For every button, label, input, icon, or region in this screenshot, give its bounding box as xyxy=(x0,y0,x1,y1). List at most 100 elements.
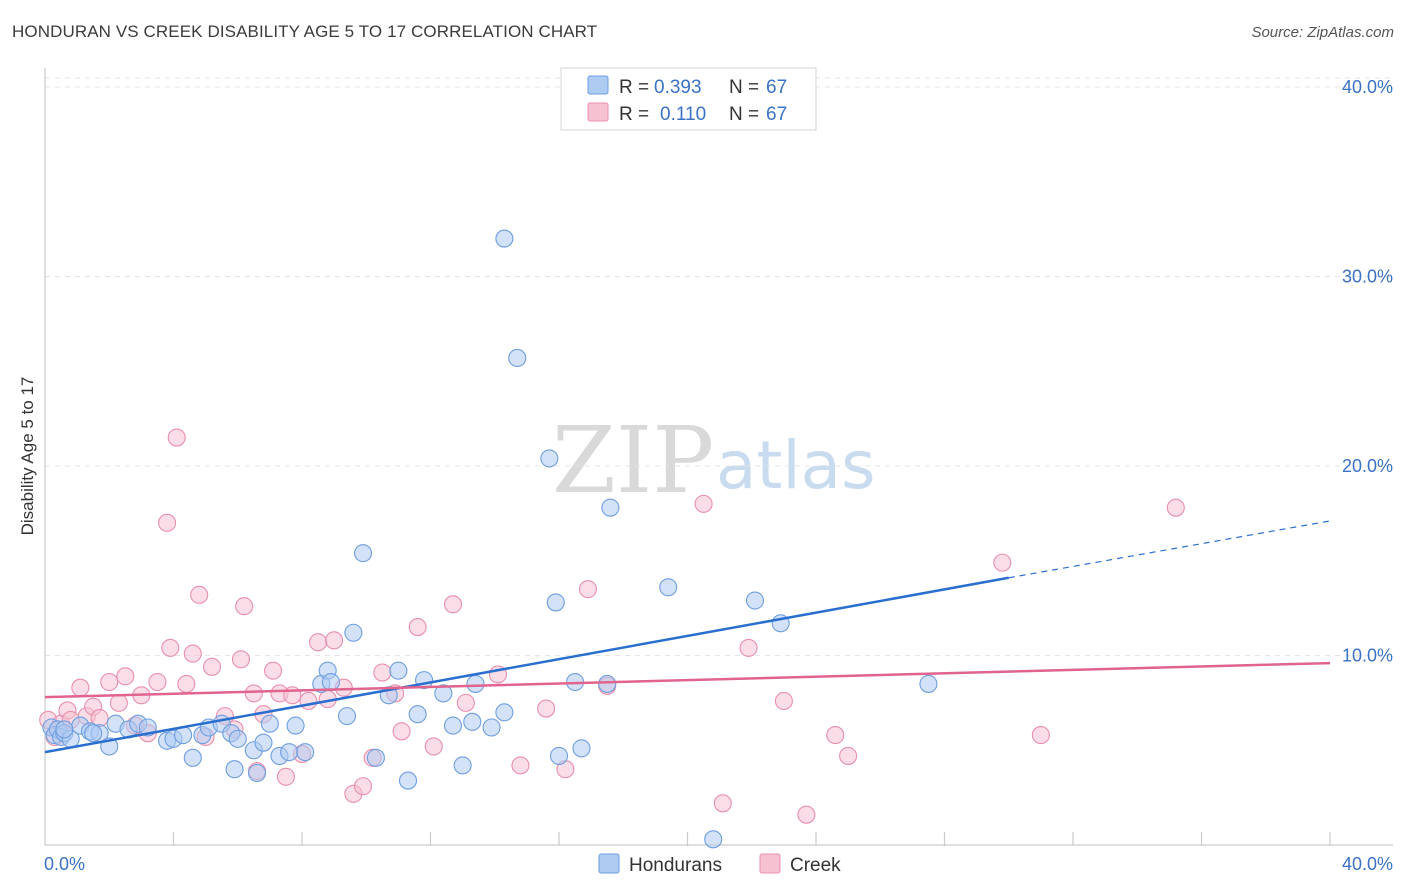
creek-point xyxy=(578,580,597,599)
x-tick-label-max: 40.0% xyxy=(1342,854,1393,874)
hondurans-point xyxy=(296,743,315,762)
hondurans-point xyxy=(443,716,463,735)
hondurans-point xyxy=(495,703,514,722)
hondurans-point xyxy=(508,348,527,368)
hondurans-point xyxy=(659,578,678,597)
creek-point xyxy=(443,595,463,614)
hondurans-point xyxy=(434,684,453,703)
legend-swatch-hondurans xyxy=(587,75,609,95)
creek-point xyxy=(392,722,411,741)
y-tick-label: 20.0% xyxy=(1342,456,1393,476)
legend-r-value-2: 0.110 xyxy=(660,104,706,125)
creek-point xyxy=(177,674,196,693)
source-label: Source: ZipAtlas.com xyxy=(1251,24,1394,41)
legend-r-label-1: R = xyxy=(619,77,649,98)
creek-point xyxy=(264,661,283,680)
legend-n-label-1: N = xyxy=(729,77,759,98)
creek-point xyxy=(109,693,128,712)
hondurans-point xyxy=(254,733,273,752)
hondurans-point xyxy=(398,771,418,790)
legend-n-label-2: N = xyxy=(729,104,759,125)
hondurans-trend-line xyxy=(44,576,1009,754)
trend-lines xyxy=(44,520,1331,754)
creek-point xyxy=(694,494,713,513)
hondurans-point xyxy=(466,674,485,693)
hondurans-point xyxy=(225,760,244,779)
creek-point xyxy=(231,650,251,669)
creek-point xyxy=(161,638,180,657)
creek-point xyxy=(537,699,556,718)
top-legend: R = 0.393 N = 67 R = 0.110 N = 67 xyxy=(560,67,817,131)
hondurans-point xyxy=(183,748,202,767)
chart-title: HONDURAN VS CREEK DISABILITY AGE 5 TO 17… xyxy=(12,22,598,41)
creek-point xyxy=(1031,726,1050,745)
bottom-legend-label-creek: Creek xyxy=(790,855,841,876)
hondurans-point xyxy=(704,830,723,849)
legend-n-value-1: 67 xyxy=(766,77,787,98)
creek-point xyxy=(839,746,858,765)
hondurans-point xyxy=(408,705,427,724)
hondurans-point xyxy=(549,746,569,765)
creek-point xyxy=(235,597,254,616)
creek-point xyxy=(190,585,209,604)
hondurans-point xyxy=(84,724,103,743)
creek-point xyxy=(276,767,295,786)
creek-point xyxy=(774,691,793,711)
hondurans-point xyxy=(540,449,559,468)
watermark: ZIP atlas xyxy=(552,407,876,514)
bottom-legend-swatch-creek xyxy=(759,853,781,874)
legend-swatch-creek xyxy=(587,102,609,122)
hondurans-point xyxy=(337,707,357,726)
hondurans-point xyxy=(228,729,247,748)
creek-point xyxy=(299,691,318,711)
hondurans-point xyxy=(344,623,363,642)
bottom-legend-label-hondurans: Hondurans xyxy=(629,855,722,876)
hondurans-point xyxy=(745,591,765,610)
hondurans-trend-extension xyxy=(1008,520,1331,579)
hondurans-point xyxy=(247,763,267,783)
creek-point xyxy=(158,513,177,532)
creek-point xyxy=(244,684,263,703)
creek-point xyxy=(993,553,1012,572)
legend-r-value-1: 0.393 xyxy=(654,77,702,98)
y-axis-label: Disability Age 5 to 17 xyxy=(18,377,37,536)
creek-point xyxy=(148,672,167,692)
y-tick-label: 40.0% xyxy=(1342,77,1393,97)
watermark-zip: ZIP xyxy=(552,407,714,514)
creek-point xyxy=(797,805,816,824)
hondurans-point xyxy=(286,716,305,735)
creek-point xyxy=(373,663,392,682)
creek-point xyxy=(713,794,732,813)
legend-n-value-2: 67 xyxy=(766,104,787,125)
creek-point xyxy=(71,678,90,697)
creek-point xyxy=(456,693,475,712)
x-tick-label-min: 0.0% xyxy=(44,854,85,874)
x-ticks xyxy=(172,832,1331,846)
creek-point xyxy=(100,672,119,692)
creek-point xyxy=(167,428,186,447)
bottom-legend-swatch-hondurans xyxy=(598,853,620,874)
creek-point xyxy=(739,638,758,657)
hondurans-point xyxy=(598,674,617,693)
hondurans-point xyxy=(919,674,938,693)
creek-point xyxy=(1166,498,1185,517)
hondurans-point xyxy=(55,720,74,739)
y-tick-label: 30.0% xyxy=(1342,266,1393,286)
hondurans-point xyxy=(366,748,385,767)
y-tick-label: 10.0% xyxy=(1342,645,1393,665)
series-creek xyxy=(39,428,1185,824)
hondurans-point xyxy=(601,498,620,517)
legend-r-label-2: R = xyxy=(619,104,649,125)
bottom-legend: Hondurans Creek xyxy=(598,853,841,876)
creek-point xyxy=(826,726,845,745)
hondurans-point xyxy=(260,714,279,733)
creek-point xyxy=(353,777,373,796)
creek-point xyxy=(424,737,443,756)
creek-point xyxy=(183,644,202,663)
series-hondurans xyxy=(42,229,938,849)
hondurans-point xyxy=(321,672,340,692)
creek-point xyxy=(203,657,222,676)
creek-point xyxy=(511,756,530,775)
creek-point xyxy=(309,633,328,652)
